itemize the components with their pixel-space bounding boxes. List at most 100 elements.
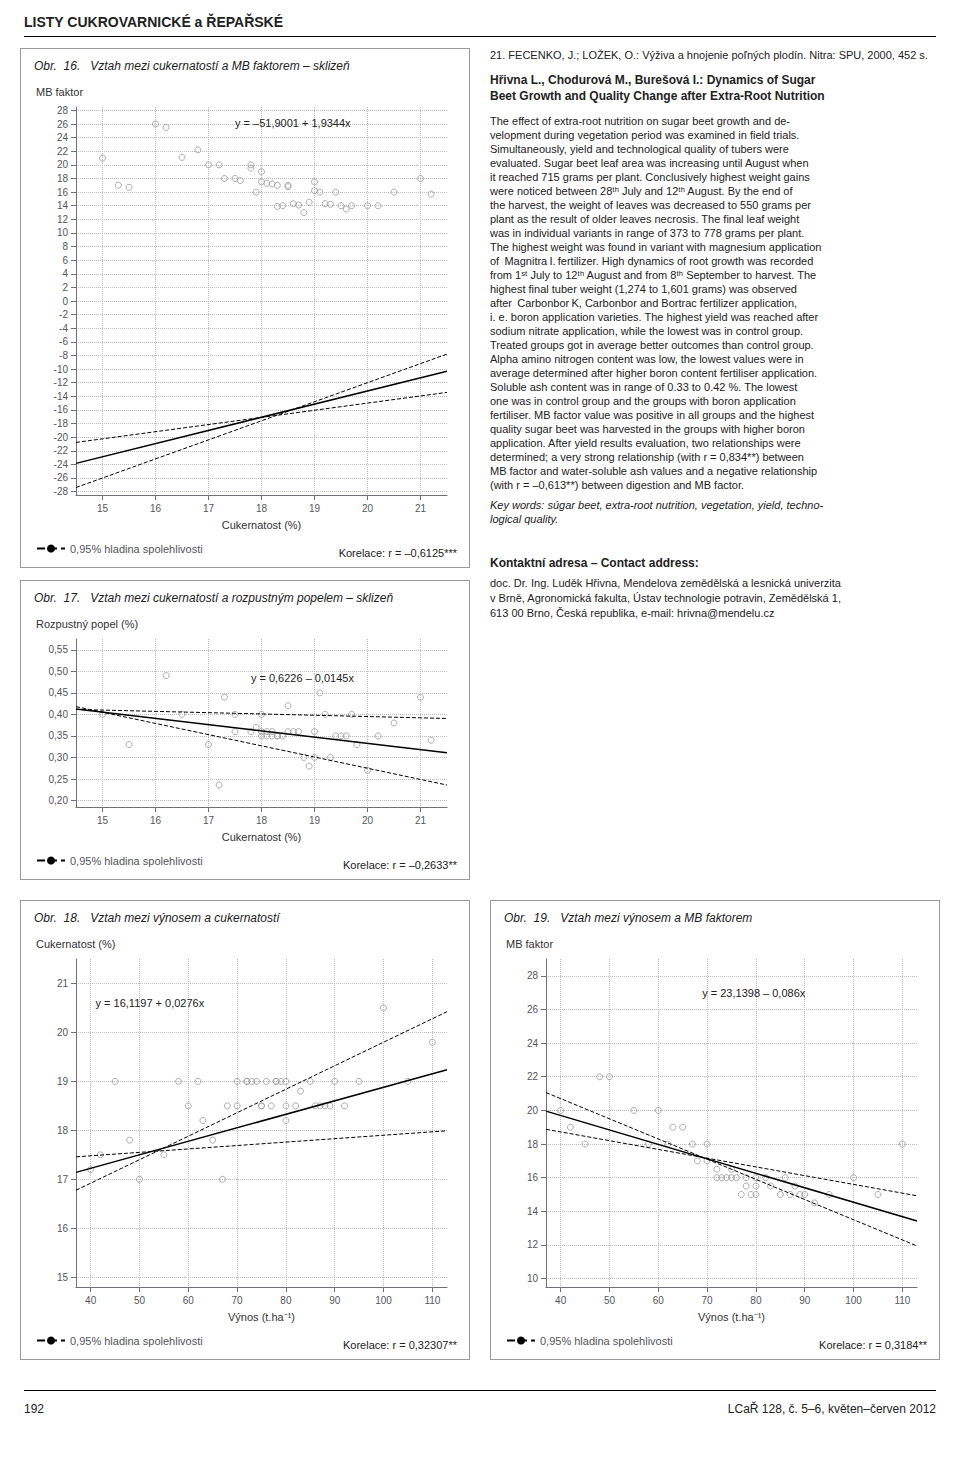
svg-text:17: 17 — [203, 503, 215, 514]
svg-text:Korelace: r = –0,2633**: Korelace: r = –0,2633** — [343, 859, 458, 871]
svg-text:50: 50 — [604, 1295, 616, 1306]
svg-text:18: 18 — [527, 1139, 539, 1150]
svg-text:y = 0,6226 – 0,0145x: y = 0,6226 – 0,0145x — [251, 672, 355, 684]
svg-text:MB faktor: MB faktor — [506, 938, 553, 950]
svg-text:-28: -28 — [54, 486, 69, 497]
svg-text:90: 90 — [329, 1295, 341, 1306]
svg-text:90: 90 — [799, 1295, 811, 1306]
svg-text:12: 12 — [57, 214, 69, 225]
svg-text:Obr. 17. Vztah mezi cukerna: Obr. 17. Vztah mezi cukernatostí a rozpu… — [34, 591, 393, 605]
svg-text:19: 19 — [309, 815, 321, 826]
svg-text:-12: -12 — [54, 377, 69, 388]
svg-text:Cukernatost (%): Cukernatost (%) — [36, 938, 115, 950]
svg-text:-18: -18 — [54, 418, 69, 429]
svg-text:100: 100 — [845, 1295, 862, 1306]
svg-text:70: 70 — [702, 1295, 714, 1306]
svg-text:22: 22 — [57, 146, 69, 157]
svg-text:6: 6 — [62, 255, 68, 266]
svg-text:12: 12 — [527, 1239, 539, 1250]
svg-text:0,25: 0,25 — [49, 774, 69, 785]
svg-text:-24: -24 — [54, 459, 69, 470]
svg-text:28: 28 — [527, 970, 539, 981]
svg-text:-8: -8 — [59, 350, 68, 361]
svg-text:80: 80 — [750, 1295, 762, 1306]
svg-text:MB faktor: MB faktor — [36, 86, 83, 98]
svg-text:Cukernatost (%): Cukernatost (%) — [222, 519, 301, 531]
svg-text:24: 24 — [527, 1038, 539, 1049]
svg-text:21: 21 — [57, 978, 69, 989]
svg-text:19: 19 — [57, 1076, 69, 1087]
svg-text:20: 20 — [362, 815, 374, 826]
svg-text:17: 17 — [57, 1174, 69, 1185]
svg-text:15: 15 — [97, 503, 109, 514]
svg-text:80: 80 — [280, 1295, 292, 1306]
svg-text:20: 20 — [362, 503, 374, 514]
svg-text:0,30: 0,30 — [49, 752, 69, 763]
svg-text:15: 15 — [97, 815, 109, 826]
svg-text:-16: -16 — [54, 404, 69, 415]
svg-text:20: 20 — [57, 159, 69, 170]
svg-text:0,95% hladina spolehlivosti: 0,95% hladina spolehlivosti — [70, 855, 203, 867]
svg-text:2: 2 — [62, 282, 68, 293]
svg-text:26: 26 — [57, 119, 69, 130]
svg-text:y = –51,9001 + 1,9344x: y = –51,9001 + 1,9344x — [235, 117, 351, 129]
svg-text:0,40: 0,40 — [49, 709, 69, 720]
svg-text:0,95% hladina spolehlivosti: 0,95% hladina spolehlivosti — [540, 1335, 673, 1347]
svg-text:18: 18 — [256, 503, 268, 514]
svg-text:8: 8 — [62, 241, 68, 252]
svg-text:0,95% hladina spolehlivosti: 0,95% hladina spolehlivosti — [70, 543, 203, 555]
svg-text:Obr. 16. Vztah mezi cukerna: Obr. 16. Vztah mezi cukernatostí a MB fa… — [34, 59, 350, 73]
svg-text:14: 14 — [527, 1206, 539, 1217]
svg-text:20: 20 — [57, 1027, 69, 1038]
svg-text:40: 40 — [555, 1295, 567, 1306]
svg-text:16: 16 — [150, 815, 162, 826]
svg-text:26: 26 — [527, 1004, 539, 1015]
svg-text:110: 110 — [894, 1295, 910, 1306]
svg-text:15: 15 — [57, 1272, 69, 1283]
svg-text:110: 110 — [424, 1295, 440, 1306]
svg-text:16: 16 — [57, 1223, 69, 1234]
svg-text:0,20: 0,20 — [49, 795, 69, 806]
svg-text:10: 10 — [57, 227, 69, 238]
svg-text:-10: -10 — [54, 364, 69, 375]
svg-text:y = 16,1197 + 0,0276x: y = 16,1197 + 0,0276x — [96, 997, 205, 1009]
svg-text:Korelace: r = 0,32307**: Korelace: r = 0,32307** — [343, 1339, 458, 1351]
svg-text:Korelace: r = –0,6125***: Korelace: r = –0,6125*** — [339, 547, 458, 559]
svg-text:20: 20 — [527, 1105, 539, 1116]
svg-text:18: 18 — [256, 815, 268, 826]
svg-text:y = 23,1398 – 0,086x: y = 23,1398 – 0,086x — [702, 987, 806, 999]
svg-text:24: 24 — [57, 132, 69, 143]
svg-text:0: 0 — [62, 296, 68, 307]
svg-text:-4: -4 — [59, 323, 68, 334]
svg-text:Výnos (t.ha⁻¹): Výnos (t.ha⁻¹) — [698, 1311, 765, 1323]
svg-text:14: 14 — [57, 200, 69, 211]
svg-text:0,35: 0,35 — [49, 730, 69, 741]
svg-text:16: 16 — [527, 1172, 539, 1183]
svg-text:0,50: 0,50 — [49, 666, 69, 677]
svg-text:Rozpustný popel (%): Rozpustný popel (%) — [36, 618, 138, 630]
svg-text:50: 50 — [134, 1295, 146, 1306]
svg-text:18: 18 — [57, 173, 69, 184]
svg-text:16: 16 — [150, 503, 162, 514]
svg-text:28: 28 — [57, 105, 69, 116]
svg-text:-14: -14 — [54, 391, 69, 402]
svg-text:70: 70 — [232, 1295, 244, 1306]
svg-text:22: 22 — [527, 1071, 539, 1082]
svg-text:Výnos (t.ha⁻¹): Výnos (t.ha⁻¹) — [228, 1311, 295, 1323]
svg-text:-22: -22 — [54, 445, 69, 456]
svg-text:21: 21 — [415, 503, 427, 514]
svg-text:40: 40 — [85, 1295, 97, 1306]
svg-text:18: 18 — [57, 1125, 69, 1136]
svg-text:-20: -20 — [54, 432, 69, 443]
svg-text:60: 60 — [653, 1295, 665, 1306]
svg-text:21: 21 — [415, 815, 427, 826]
svg-text:Obr. 18. Vztah mezi výnosem: Obr. 18. Vztah mezi výnosem a cukernatos… — [34, 911, 281, 925]
svg-text:0,95% hladina spolehlivosti: 0,95% hladina spolehlivosti — [70, 1335, 203, 1347]
svg-text:100: 100 — [375, 1295, 392, 1306]
svg-text:4: 4 — [62, 268, 68, 279]
svg-text:19: 19 — [309, 503, 321, 514]
svg-text:17: 17 — [203, 815, 215, 826]
svg-text:Obr. 19. Vztah mezi výnosem: Obr. 19. Vztah mezi výnosem a MB faktore… — [504, 911, 752, 925]
svg-text:Korelace: r = 0,3184**: Korelace: r = 0,3184** — [819, 1339, 928, 1351]
svg-text:-26: -26 — [54, 472, 69, 483]
